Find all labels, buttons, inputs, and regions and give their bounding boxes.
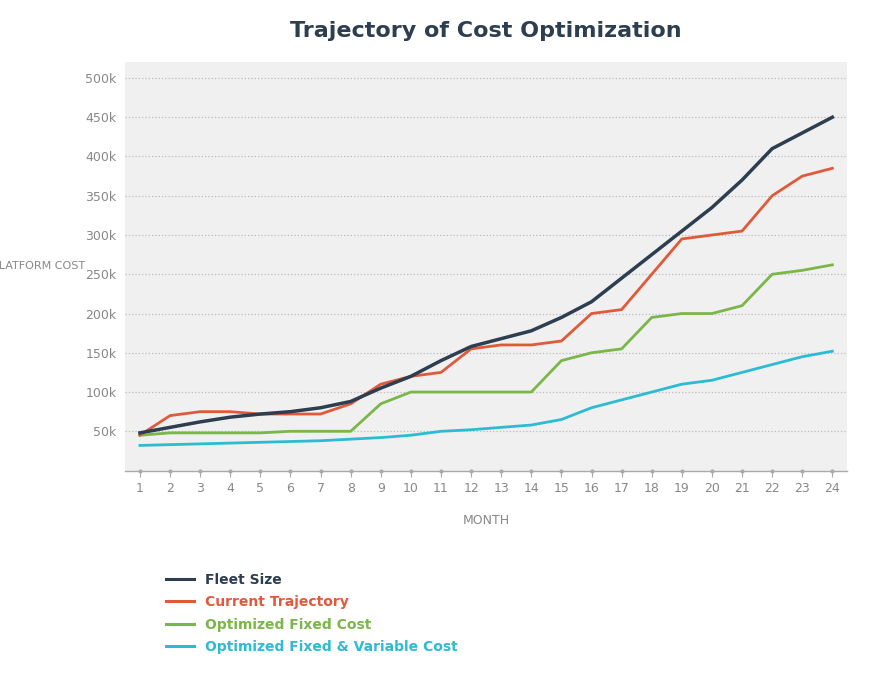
X-axis label: MONTH: MONTH (463, 514, 509, 527)
Legend: Fleet Size, Current Trajectory, Optimized Fixed Cost, Optimized Fixed & Variable: Fleet Size, Current Trajectory, Optimize… (161, 567, 464, 659)
Y-axis label: PLATFORM COST: PLATFORM COST (0, 262, 85, 271)
Title: Trajectory of Cost Optimization: Trajectory of Cost Optimization (290, 21, 682, 42)
